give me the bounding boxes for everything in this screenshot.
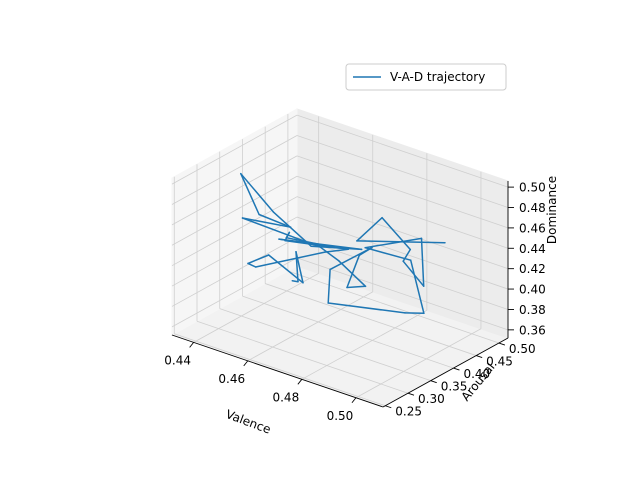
trajectory-segment <box>409 259 425 315</box>
trajectory-segment <box>346 254 361 289</box>
series-layer <box>240 172 446 315</box>
trajectory-segment <box>364 237 423 249</box>
trajectory-segment <box>319 246 340 262</box>
trajectory-segment <box>241 217 292 228</box>
y-tick-label: 0.40 <box>463 367 490 381</box>
grid-line-z-back <box>296 257 509 331</box>
x-tick-mark <box>297 379 303 385</box>
grid-line-z-left <box>171 257 298 328</box>
trajectory-segment <box>254 251 326 268</box>
grid-line-x-floor <box>301 309 428 380</box>
grid-line-z-left <box>171 216 298 287</box>
grid-line-x-floor <box>193 273 319 343</box>
y-tick-mark <box>476 355 483 358</box>
grid-line-z-left <box>171 114 298 185</box>
trajectory-segment <box>247 254 270 265</box>
z-tick-label: 0.40 <box>519 283 546 297</box>
grid-line-y-floor <box>196 320 409 394</box>
trajectory-segment <box>295 250 299 283</box>
y-tick-label: 0.30 <box>418 392 445 406</box>
y-tick-label: 0.45 <box>486 355 513 369</box>
x-tick-mark <box>243 360 249 367</box>
z-tick-label: 0.50 <box>519 181 546 195</box>
trajectory-segment <box>295 250 304 284</box>
x-axis-line <box>171 334 384 408</box>
grid-line-z-back <box>296 216 509 290</box>
trajectory-segment <box>356 240 446 244</box>
y-tick-mark <box>430 380 437 384</box>
trajectory-segment <box>324 248 349 253</box>
z-tick-label: 0.38 <box>519 303 546 317</box>
z-tick-label: 0.44 <box>519 242 546 256</box>
trajectory-segment <box>402 248 412 262</box>
y-tick-mark <box>498 342 506 346</box>
trajectory-segment <box>291 280 299 283</box>
trajectory-segment <box>247 262 257 268</box>
grid-line-y-floor <box>287 270 500 344</box>
y-axis-line <box>382 337 509 408</box>
z-tick-label: 0.46 <box>519 221 546 235</box>
trajectory-segment <box>240 172 275 213</box>
grid-line-z-back <box>296 155 509 229</box>
trajectory-segment <box>381 216 412 251</box>
grid-line-z-left <box>171 155 298 226</box>
x-tick-label: 0.48 <box>272 390 299 404</box>
x-tick-label: 0.50 <box>327 409 354 423</box>
y-tick-mark <box>453 367 460 371</box>
grid-line-x-floor <box>247 291 373 362</box>
z-axis-label: Dominance <box>545 176 559 244</box>
trajectory-segment <box>402 260 425 287</box>
legend-entry-label: V-A-D trajectory <box>390 70 485 84</box>
legend: V-A-D trajectory <box>345 63 507 91</box>
grid-line-x-floor <box>355 328 482 399</box>
grid-line-y-floor <box>265 283 477 356</box>
trajectory-segment <box>240 172 260 216</box>
grid-line-z-back <box>296 135 509 208</box>
x-tick-mark <box>189 342 194 348</box>
y-tick-label: 0.35 <box>441 380 468 394</box>
x-tick-mark <box>351 397 357 404</box>
trajectory-segment <box>356 216 383 242</box>
trajectory-segment <box>327 302 406 314</box>
trajectory-segment <box>420 237 425 287</box>
y-tick-mark <box>407 392 415 396</box>
left-pane <box>171 108 298 336</box>
y-tick-mark <box>385 405 392 409</box>
y-tick-label: 0.50 <box>509 342 536 356</box>
trajectory-segment <box>272 211 312 247</box>
z-tick-label: 0.36 <box>519 323 546 337</box>
tick-marks <box>189 186 514 409</box>
trajectory-segment <box>258 213 292 228</box>
trajectory-segment <box>329 246 373 271</box>
grid-line-z-left <box>171 175 298 246</box>
grid-line-y-floor <box>219 308 431 382</box>
trajectory-segment <box>241 217 322 248</box>
grid-line-z-back <box>296 175 509 249</box>
grid-line-y-floor <box>174 333 386 407</box>
x-tick-label: 0.46 <box>218 372 245 386</box>
z-tick-label: 0.42 <box>519 262 546 276</box>
y-tick-label: 0.25 <box>395 405 422 419</box>
trajectory-segment <box>364 246 412 261</box>
grid-line-z-left <box>171 196 298 267</box>
grid-line-z-left <box>171 135 298 205</box>
grid-line-z-back <box>296 196 509 270</box>
tick-labels: 0.440.460.480.50 0.250.300.350.400.450.50… <box>164 181 545 423</box>
grid-line-y-floor <box>242 295 454 369</box>
grid-line-z-back <box>296 237 509 310</box>
trajectory-segment <box>327 268 331 304</box>
x-tick-label: 0.44 <box>164 353 191 367</box>
x-axis-label: Valence <box>224 407 273 437</box>
grid-line-z-left <box>171 237 298 307</box>
grid-line-z-back <box>296 114 509 188</box>
trajectory-segment <box>267 254 304 284</box>
trajectory-segment <box>278 238 363 251</box>
z-tick-label: 0.48 <box>519 201 546 215</box>
legend-box <box>345 63 507 91</box>
trajectory-segment <box>346 285 367 289</box>
